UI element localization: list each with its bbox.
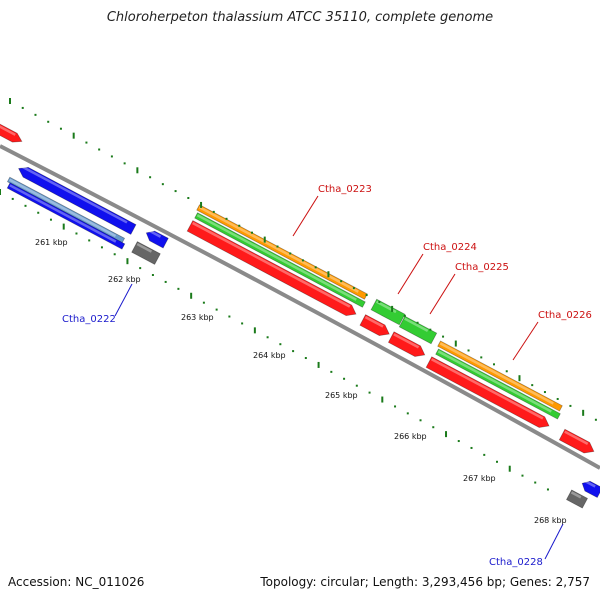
leader-line <box>512 321 539 361</box>
gene-arrow-partial <box>0 119 23 143</box>
scale-label: 267 kbp <box>463 474 496 483</box>
gene-label[interactable]: Ctha_0225 <box>455 262 509 273</box>
genome-backbone <box>0 144 600 470</box>
scale-label: 265 kbp <box>325 391 358 400</box>
gene-label[interactable]: Ctha_0224 <box>423 242 477 253</box>
feature-bar-orange-0223 <box>196 204 368 300</box>
leader-line <box>429 273 456 315</box>
scale-label: 262 kbp <box>108 275 141 284</box>
gene-arrow-ctha-0226 <box>425 356 550 428</box>
gene-bar-grey <box>131 241 161 265</box>
gene-arrow-reverse <box>18 164 137 235</box>
scale-label: 268 kbp <box>534 516 567 525</box>
gene-arrow-reverse-ctha-0228 <box>581 479 600 499</box>
labels: 261 kbp 262 kbp 263 kbp 264 kbp 265 kbp 266 k… <box>35 184 592 568</box>
gene-label[interactable]: Ctha_0226 <box>538 310 592 321</box>
leader-line <box>397 253 424 295</box>
genome-summary: Topology: circular; Length: 3,293,456 bp… <box>260 575 590 589</box>
scale-label: 263 kbp <box>181 313 214 322</box>
accession-text: Accession: NC_011026 <box>8 575 145 589</box>
gene-arrow-ctha-0225 <box>387 331 426 357</box>
feature-bar-orange-0226 <box>437 340 563 412</box>
feature-track <box>0 119 600 509</box>
scale-label: 266 kbp <box>394 432 427 441</box>
gene-arrow-right-edge <box>558 428 595 454</box>
leader-line <box>544 523 564 560</box>
feature-bar-green-0225 <box>398 315 438 345</box>
map-title: Chloroherpeton thalassium ATCC 35110, co… <box>106 10 494 25</box>
scale-label: 261 kbp <box>35 238 68 247</box>
gene-arrow-ctha-0223 <box>186 220 357 317</box>
tick-row-outer <box>9 98 597 421</box>
feature-bar-green-0226 <box>435 348 561 420</box>
gene-label[interactable]: Ctha_0222 <box>62 314 116 325</box>
gene-label[interactable]: Ctha_0223 <box>318 184 372 195</box>
leader-line <box>114 283 133 317</box>
gene-label[interactable]: Ctha_0228 <box>489 557 543 568</box>
label-leader-lines <box>114 195 564 560</box>
gene-arrow-ctha-0224 <box>359 314 390 336</box>
scale-label: 264 kbp <box>253 351 286 360</box>
gene-arrow-reverse-small <box>145 229 169 249</box>
feature-bar-blue <box>6 182 126 250</box>
tick-row-inner <box>0 189 549 491</box>
gene-bar-grey-right <box>565 489 589 509</box>
tick-marks <box>0 98 597 491</box>
leader-line <box>292 195 319 237</box>
feature-bar-green-0223 <box>194 212 366 308</box>
